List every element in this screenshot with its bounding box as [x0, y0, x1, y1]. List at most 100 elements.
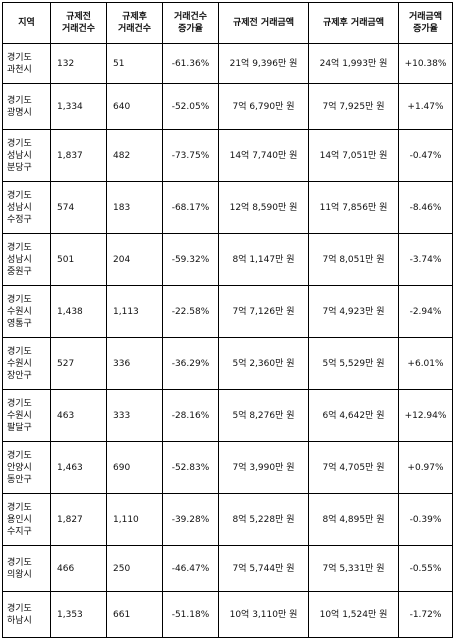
before-amount-cell: 12억 8,590만 원 — [218, 181, 309, 234]
before-count-cell: 132 — [50, 43, 107, 84]
amount-rate-cell: -3.74% — [398, 233, 453, 286]
before-count-cell: 1,463 — [50, 441, 107, 494]
count-rate-cell: -36.29% — [162, 337, 219, 390]
after-count-cell: 333 — [106, 389, 163, 442]
count-rate-cell: -28.16% — [162, 389, 219, 442]
before-count-cell: 1,827 — [50, 493, 107, 546]
amount-rate-cell: +0.97% — [398, 441, 453, 494]
before-amount-cell: 10억 3,110만 원 — [218, 591, 309, 638]
after-count-cell: 51 — [106, 43, 163, 84]
before-amount-cell: 7억 3,990만 원 — [218, 441, 309, 494]
table-row: 경기도 성남시 중원구 501 204 -59.32% 8억 1,147만 원 7억 8,05… — [2, 233, 453, 286]
amount-rate-cell: -2.94% — [398, 285, 453, 338]
region-cell: 경기도 수원시 영통구 — [2, 285, 51, 338]
table-row: 경기도 하남시 1,353 661 -51.18% 10억 3,110만 원 10억 1,5… — [2, 591, 453, 638]
amount-rate-cell: +10.38% — [398, 43, 453, 84]
count-rate-cell: -52.83% — [162, 441, 219, 494]
before-count-cell: 1,438 — [50, 285, 107, 338]
region-cell: 경기도 과천시 — [2, 43, 51, 84]
after-amount-cell: 8억 4,895만 원 — [308, 493, 399, 546]
region-cell: 경기도 안양시 동안구 — [2, 441, 51, 494]
region-cell: 경기도 성남시 수정구 — [2, 181, 51, 234]
header-before-amount-text: 규제전 거래금액 — [232, 18, 295, 28]
before-amount-cell: 7억 7,126만 원 — [218, 285, 309, 338]
before-amount-cell: 8억 5,228만 원 — [218, 493, 309, 546]
region-cell: 경기도 성남시 중원구 — [2, 233, 51, 286]
after-amount-cell: 24억 1,993만 원 — [308, 43, 399, 84]
before-count-cell: 527 — [50, 337, 107, 390]
after-count-cell: 690 — [106, 441, 163, 494]
amount-rate-cell: -0.55% — [398, 545, 453, 592]
before-amount-cell: 8억 1,147만 원 — [218, 233, 309, 286]
region-cell: 경기도 광명시 — [2, 83, 51, 130]
amount-rate-cell: -8.46% — [398, 181, 453, 234]
after-count-cell: 482 — [106, 129, 163, 182]
after-count-cell: 204 — [106, 233, 163, 286]
header-region-text: 지역 — [18, 18, 35, 28]
count-rate-cell: -59.32% — [162, 233, 219, 286]
region-cell: 경기도 성남시 분당구 — [2, 129, 51, 182]
region-cell: 경기도 의왕시 — [2, 545, 51, 592]
region-cell: 경기도 수원시 장안구 — [2, 337, 51, 390]
before-count-cell: 466 — [50, 545, 107, 592]
after-amount-cell: 6억 4,642만 원 — [308, 389, 399, 442]
before-amount-cell: 5억 8,276만 원 — [218, 389, 309, 442]
header-count-rate: 거래건수 증가율 — [162, 2, 219, 44]
before-amount-cell: 7억 5,744만 원 — [218, 545, 309, 592]
before-count-cell: 574 — [50, 181, 107, 234]
count-rate-cell: -52.05% — [162, 83, 219, 130]
count-rate-cell: -73.75% — [162, 129, 219, 182]
table-row: 경기도 성남시 분당구 1,837 482 -73.75% 14억 7,740만 원 14억 … — [2, 129, 453, 182]
after-amount-cell: 11억 7,856만 원 — [308, 181, 399, 234]
after-count-cell: 640 — [106, 83, 163, 130]
after-amount-cell: 7억 8,051만 원 — [308, 233, 399, 286]
table-row: 경기도 수원시 장안구 527 336 -36.29% 5억 2,360만 원 5억 5,52… — [2, 337, 453, 390]
region-transaction-table: 지역 규제전 거래건수 규제후 거래건수 거래건수 증가율 규제전 거래금액 규제후 … — [2, 2, 453, 638]
before-count-cell: 1,334 — [50, 83, 107, 130]
before-amount-cell: 21억 9,396만 원 — [218, 43, 309, 84]
count-rate-cell: -39.28% — [162, 493, 219, 546]
amount-rate-cell: -1.72% — [398, 591, 453, 638]
before-count-cell: 501 — [50, 233, 107, 286]
before-amount-cell: 14억 7,740만 원 — [218, 129, 309, 182]
region-cell: 경기도 용인시 수지구 — [2, 493, 51, 546]
after-amount-cell: 5억 5,529만 원 — [308, 337, 399, 390]
header-amount-rate: 거래금액 증가율 — [398, 2, 453, 44]
before-amount-cell: 7억 6,790만 원 — [218, 83, 309, 130]
header-after-count: 규제후 거래건수 — [106, 2, 163, 44]
table-row: 경기도 성남시 수정구 574 183 -68.17% 12억 8,590만 원 11억 7,… — [2, 181, 453, 234]
after-count-cell: 336 — [106, 337, 163, 390]
header-count-rate-text: 거래건수 증가율 — [173, 12, 208, 34]
after-count-cell: 1,113 — [106, 285, 163, 338]
header-before-count-text: 규제전 거래건수 — [61, 12, 96, 34]
amount-rate-cell: +6.01% — [398, 337, 453, 390]
count-rate-cell: -51.18% — [162, 591, 219, 638]
table-row: 경기도 과천시 132 51 -61.36% 21억 9,396만 원 24억 1,993만… — [2, 43, 453, 84]
header-row: 지역 규제전 거래건수 규제후 거래건수 거래건수 증가율 규제전 거래금액 규제후 … — [2, 2, 453, 44]
table-row: 경기도 광명시 1,334 640 -52.05% 7억 6,790만 원 7억 7,925… — [2, 83, 453, 130]
after-amount-cell: 7억 5,331만 원 — [308, 545, 399, 592]
amount-rate-cell: +12.94% — [398, 389, 453, 442]
region-cell: 경기도 수원시 팔달구 — [2, 389, 51, 442]
header-before-count: 규제전 거래건수 — [50, 2, 107, 44]
after-count-cell: 250 — [106, 545, 163, 592]
table-row: 경기도 의왕시 466 250 -46.47% 7억 5,744만 원 7억 5,331만 … — [2, 545, 453, 592]
header-region: 지역 — [2, 2, 51, 44]
table-row: 경기도 수원시 영통구 1,438 1,113 -22.58% 7억 7,126만 원 7억 … — [2, 285, 453, 338]
count-rate-cell: -46.47% — [162, 545, 219, 592]
region-cell: 경기도 하남시 — [2, 591, 51, 638]
header-after-count-text: 규제후 거래건수 — [117, 12, 152, 34]
before-count-cell: 1,837 — [50, 129, 107, 182]
header-after-amount-text: 규제후 거래금액 — [322, 18, 385, 28]
before-count-cell: 463 — [50, 389, 107, 442]
header-amount-rate-text: 거래금액 증가율 — [408, 12, 443, 34]
table-row: 경기도 안양시 동안구 1,463 690 -52.83% 7억 3,990만 원 7억 4,… — [2, 441, 453, 494]
count-rate-cell: -61.36% — [162, 43, 219, 84]
count-rate-cell: -68.17% — [162, 181, 219, 234]
header-before-amount: 규제전 거래금액 — [218, 2, 309, 44]
after-amount-cell: 14억 7,051만 원 — [308, 129, 399, 182]
after-amount-cell: 7억 4,705만 원 — [308, 441, 399, 494]
after-amount-cell: 7억 4,923만 원 — [308, 285, 399, 338]
after-amount-cell: 7억 7,925만 원 — [308, 83, 399, 130]
amount-rate-cell: -0.47% — [398, 129, 453, 182]
